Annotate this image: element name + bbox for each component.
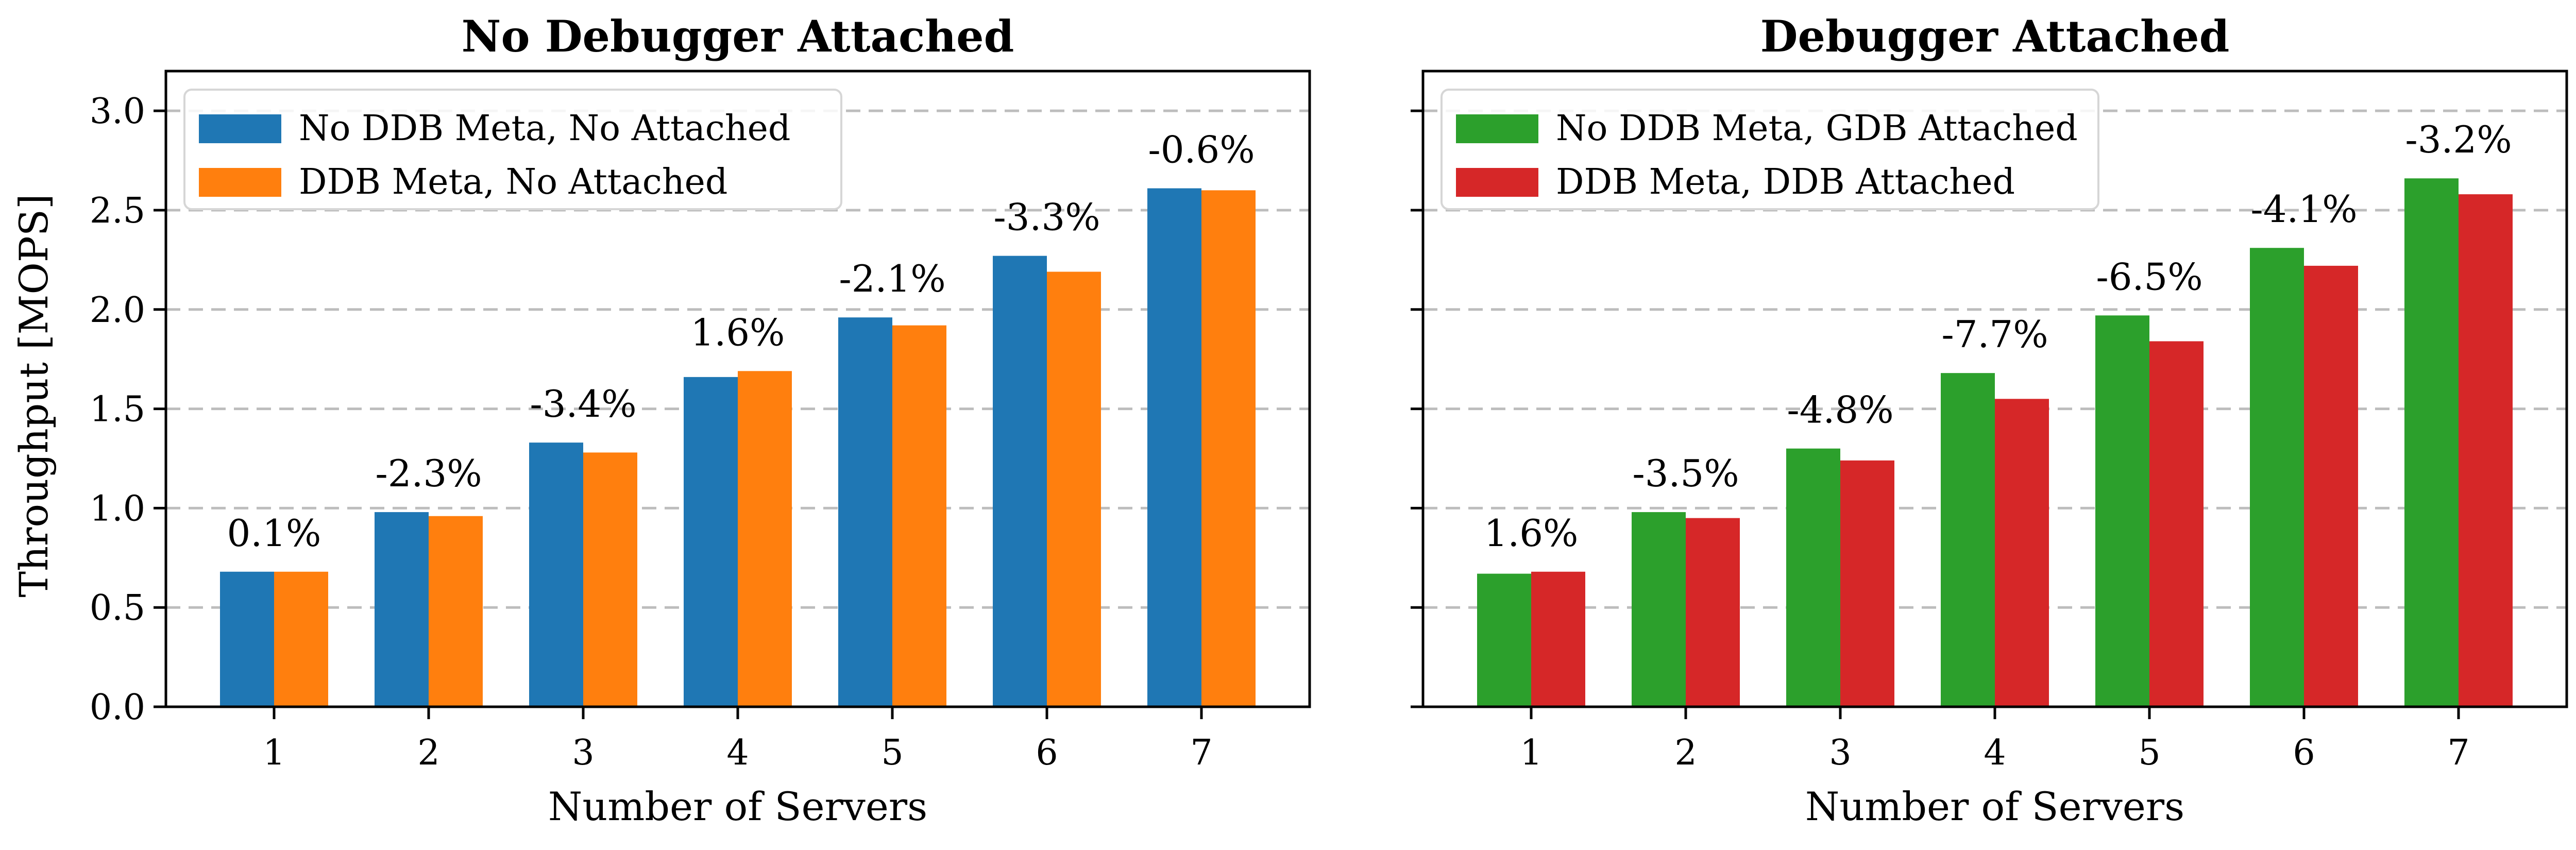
data-label: -4.8% <box>1787 388 1893 432</box>
x-tick-label: 1 <box>1520 733 1542 773</box>
bar <box>1201 190 1256 707</box>
x-axis-label: Number of Servers <box>548 784 927 829</box>
y-tick-label: 2.0 <box>90 290 145 331</box>
legend-label: DDB Meta, No Attached <box>299 162 727 202</box>
data-label: 0.1% <box>227 512 321 555</box>
data-label: -0.6% <box>1148 128 1255 172</box>
data-label: -4.1% <box>2250 188 2357 231</box>
legend-swatch <box>199 114 281 143</box>
bar <box>1531 571 1585 707</box>
legend-label: No DDB Meta, GDB Attached <box>1556 108 2078 149</box>
bar <box>1632 512 1686 707</box>
x-tick-label: 3 <box>1829 733 1851 773</box>
bar <box>274 571 328 707</box>
x-tick-label: 2 <box>1674 733 1697 773</box>
bar <box>838 317 892 707</box>
legend: No DDB Meta, No Attached DDB Meta, No Att… <box>183 89 842 210</box>
legend-box <box>183 89 842 210</box>
y-tick-label: 1.0 <box>90 488 145 529</box>
data-label: -3.5% <box>1632 452 1739 495</box>
legend-label: DDB Meta, DDB Attached <box>1556 162 2015 202</box>
x-tick-label: 5 <box>881 733 903 773</box>
bar <box>2459 194 2513 707</box>
plot-frame <box>164 70 1311 708</box>
bar <box>429 516 483 707</box>
x-tick-label: 7 <box>2447 733 2469 773</box>
x-tick-label: 6 <box>2293 733 2315 773</box>
bar <box>583 452 637 707</box>
bar <box>1995 399 2049 707</box>
bar <box>738 371 792 707</box>
bar <box>2404 178 2459 707</box>
x-tick-label: 7 <box>1190 733 1212 773</box>
bar <box>1147 188 1201 707</box>
bar <box>2095 315 2149 707</box>
chart-title: Debugger Attached <box>1760 11 2230 62</box>
bar <box>1047 271 1101 707</box>
bar <box>1941 373 1995 707</box>
x-tick-label: 5 <box>2138 733 2160 773</box>
bar <box>220 571 274 707</box>
y-tick-label: 0.0 <box>90 687 145 728</box>
y-tick-label: 1.5 <box>90 389 145 430</box>
bar <box>2250 248 2304 707</box>
y-tick-label: 0.5 <box>90 588 145 628</box>
legend-swatch <box>199 168 281 197</box>
y-axis-label: Throughput [MOPS] <box>11 194 57 597</box>
bar <box>1786 448 1840 707</box>
x-tick-label: 6 <box>1036 733 1058 773</box>
bar <box>529 443 583 707</box>
bar <box>993 256 1047 707</box>
panel-no-debugger: No Debugger Attached Throughput [MOPS] N… <box>11 11 1311 829</box>
y-tick-label: 2.5 <box>90 191 145 231</box>
x-tick-label: 3 <box>572 733 594 773</box>
data-label: -3.2% <box>2405 118 2512 161</box>
data-label: -3.3% <box>993 196 1100 239</box>
bar <box>892 325 946 707</box>
y-tick-label: 3.0 <box>90 91 145 132</box>
data-label: -2.3% <box>375 452 482 495</box>
legend-box <box>1440 89 2099 210</box>
data-label: 1.6% <box>691 311 785 354</box>
bar <box>2304 265 2358 707</box>
bar <box>1686 518 1740 707</box>
x-tick-label: 2 <box>417 733 439 773</box>
data-label: -6.5% <box>2096 255 2202 298</box>
legend-swatch <box>1456 114 1538 143</box>
x-tick-label: 4 <box>1984 733 2006 773</box>
legend-swatch <box>1456 168 1538 197</box>
data-label: -2.1% <box>839 257 945 300</box>
x-axis-label: Number of Servers <box>1805 784 2184 829</box>
bar <box>1477 573 1531 707</box>
bar <box>375 512 429 707</box>
legend-label: No DDB Meta, No Attached <box>299 108 790 149</box>
data-label: -3.4% <box>530 382 636 426</box>
data-label: -7.7% <box>1941 313 2048 356</box>
bar <box>684 377 738 707</box>
chart-title: No Debugger Attached <box>462 11 1014 62</box>
x-tick-label: 1 <box>263 733 285 773</box>
bar <box>1840 460 1894 707</box>
panel-debugger: Debugger Attached Number of Servers 1.6%… <box>1411 11 2568 829</box>
data-label: 1.6% <box>1484 512 1579 555</box>
bar <box>2149 341 2204 707</box>
plot-frame <box>1421 70 2568 708</box>
x-tick-label: 4 <box>726 733 749 773</box>
legend: No DDB Meta, GDB Attached DDB Meta, DDB A… <box>1440 89 2099 210</box>
